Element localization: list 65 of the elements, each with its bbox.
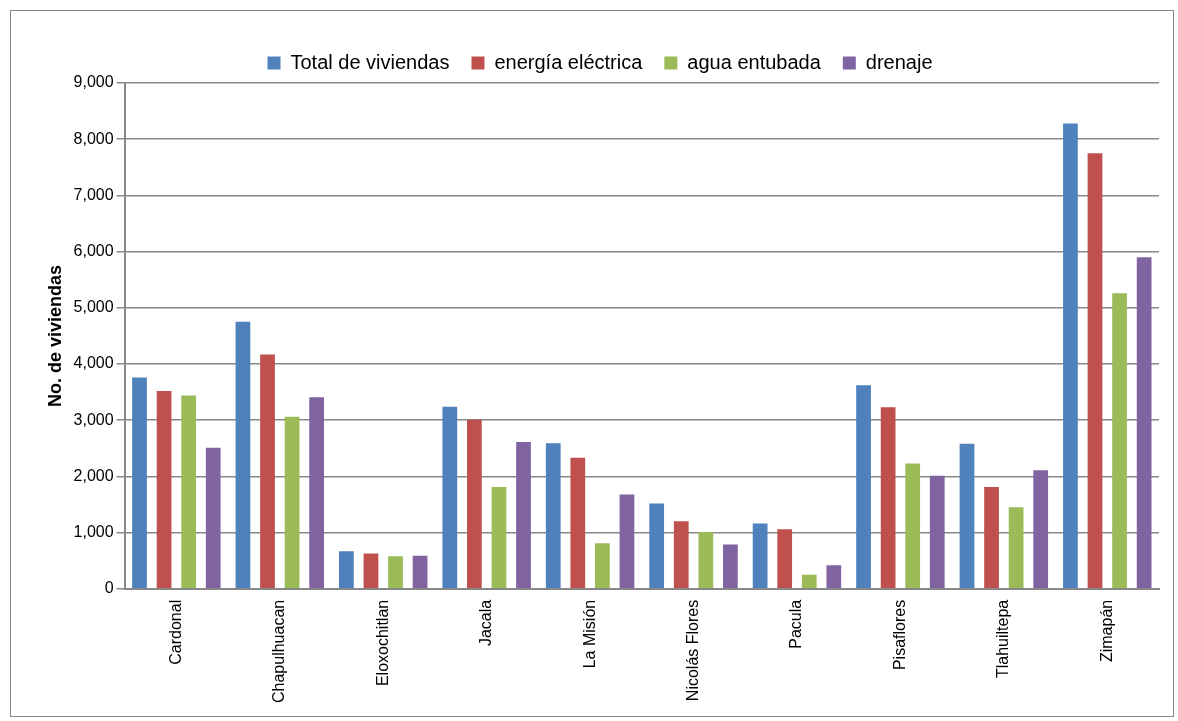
x-tick-label: Cardonal <box>166 599 184 665</box>
bar <box>132 377 147 589</box>
y-tick-label: 1,000 <box>73 523 114 541</box>
bar <box>1136 257 1152 589</box>
bar <box>181 395 197 589</box>
y-tick-label: 2,000 <box>73 466 114 484</box>
bar <box>442 406 458 589</box>
bar <box>412 555 428 589</box>
bar <box>570 457 586 589</box>
bar <box>1008 507 1024 589</box>
legend-label: agua entubada <box>687 50 822 73</box>
x-tick-label: Tlahuiltepa <box>994 599 1012 679</box>
y-tick-label: 3,000 <box>73 410 114 428</box>
x-tick-label: Pacula <box>787 599 805 649</box>
bar <box>156 390 172 589</box>
x-tick-label: Jacala <box>477 599 495 647</box>
bar <box>959 443 975 589</box>
bar <box>1112 293 1127 589</box>
bar <box>723 544 738 589</box>
bar <box>595 543 610 589</box>
bar <box>284 416 300 589</box>
bar <box>905 463 921 589</box>
y-tick-label: 8,000 <box>73 129 114 147</box>
bar <box>1087 153 1103 589</box>
bar <box>673 521 689 589</box>
bar <box>619 494 635 589</box>
bar <box>649 503 665 589</box>
y-axis-title: No. de viviendas <box>44 264 65 407</box>
y-tick-label: 7,000 <box>73 185 114 203</box>
bar <box>260 354 275 589</box>
bar <box>752 523 768 589</box>
y-tick-label: 4,000 <box>73 354 114 372</box>
x-tick-label: Nicolás Flores <box>683 599 701 702</box>
bar <box>309 397 325 589</box>
bar <box>826 565 842 589</box>
y-tick-label: 9,000 <box>73 73 114 91</box>
bar <box>545 443 561 589</box>
bar <box>388 556 403 589</box>
bar <box>363 553 379 589</box>
x-tick-label: Pisaflores <box>890 599 908 671</box>
bar <box>777 529 793 589</box>
bar <box>984 487 999 589</box>
bar <box>698 532 714 589</box>
legend-label: drenaje <box>865 50 933 73</box>
legend-label: Total de viviendas <box>290 50 450 73</box>
bar <box>1063 123 1078 589</box>
x-tick-label: Eloxochitlan <box>373 599 391 687</box>
y-tick-label: 5,000 <box>73 298 114 316</box>
x-tick-label: La Misión <box>580 599 598 669</box>
y-tick-label: 0 <box>104 579 114 597</box>
bar <box>205 447 221 589</box>
x-tick-label: Zimapán <box>1097 599 1115 663</box>
bar <box>1033 470 1049 589</box>
legend-label: energía eléctrica <box>494 50 644 73</box>
bar <box>856 385 871 589</box>
bar <box>801 574 817 589</box>
bar <box>491 487 507 589</box>
bar <box>880 407 896 589</box>
y-tick-label: 6,000 <box>73 242 114 260</box>
x-tick-label: Chapulhuacan <box>270 599 288 704</box>
bar <box>516 442 531 589</box>
bar <box>235 321 251 589</box>
bar <box>929 475 945 589</box>
bar <box>467 419 482 589</box>
bar <box>339 551 354 589</box>
